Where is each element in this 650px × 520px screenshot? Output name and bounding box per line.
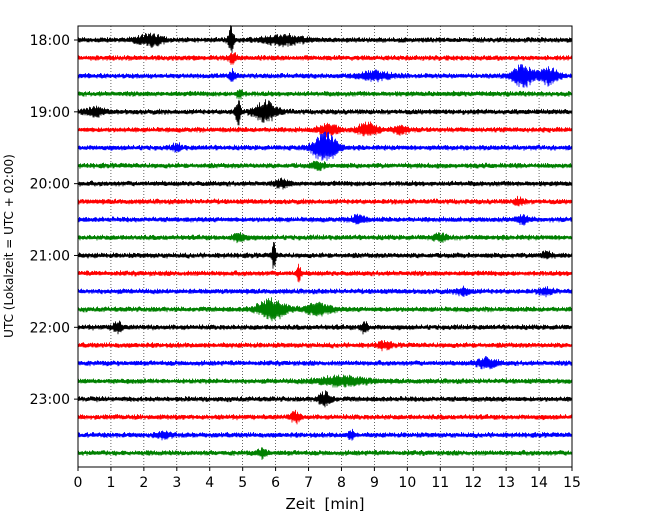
x-tick-label: 4: [205, 475, 214, 491]
trace-2145: [77, 297, 573, 322]
x-tick-label: 14: [530, 475, 548, 491]
trace-2100: [77, 241, 573, 269]
x-tick-label: 8: [337, 475, 346, 491]
trace-1930: [77, 131, 573, 161]
trace-1900: [77, 99, 573, 126]
x-tick-label: 0: [74, 475, 83, 491]
y-tick-label: 21:00: [30, 248, 70, 264]
trace-1945: [77, 160, 573, 172]
x-tick-label: 13: [497, 475, 515, 491]
trace-2015: [77, 195, 573, 207]
trace-1815: [77, 52, 573, 65]
trace-2000: [77, 177, 573, 190]
x-tick-label: 10: [398, 475, 416, 491]
plot-frame: [77, 25, 573, 468]
trace-2330: [77, 428, 573, 441]
trace-2345: [77, 447, 573, 460]
trace-2130: [77, 285, 573, 298]
trace-2200: [77, 320, 573, 335]
y-tick-label: 20:00: [30, 177, 70, 193]
trace-2115: [77, 263, 573, 283]
x-axis-ticks: 0 1 2 3 4 5 6 7 8 9 10 11 12 13 14 15: [74, 467, 581, 491]
x-tick-label: 2: [139, 475, 148, 491]
y-tick-label: 18:00: [30, 33, 70, 49]
seismic-traces: [77, 25, 573, 460]
x-tick-label: 11: [431, 475, 449, 491]
y-tick-label: 23:00: [30, 392, 70, 408]
x-tick-label: 9: [370, 475, 379, 491]
x-tick-label: 6: [271, 475, 280, 491]
x-tick-label: 15: [563, 475, 581, 491]
trace-2300: [77, 390, 573, 408]
trace-1845: [77, 89, 573, 100]
trace-1915: [77, 121, 573, 138]
x-tick-label: 7: [304, 475, 313, 491]
y-tick-label: 19:00: [30, 105, 70, 121]
x-axis-label: Zeit [min]: [285, 495, 364, 513]
x-tick-label: 5: [238, 475, 247, 491]
trace-2045: [77, 231, 573, 244]
trace-2315: [77, 409, 573, 425]
x-tick-label: 1: [106, 475, 115, 491]
y-tick-label: 22:00: [30, 320, 70, 336]
trace-2030: [77, 213, 573, 226]
y-axis-label: UTC (Lokalzeit = UTC + 02:00): [2, 154, 16, 338]
trace-1800: [77, 25, 573, 53]
y-axis-ticks: 18:00 19:00 20:00 21:00 22:00 23:00: [30, 33, 78, 408]
trace-2245: [77, 374, 573, 388]
x-tick-label: 3: [172, 475, 181, 491]
trace-2215: [77, 340, 573, 352]
trace-1830: [77, 64, 573, 88]
x-tick-label: 12: [464, 475, 482, 491]
trace-2230: [77, 356, 573, 370]
